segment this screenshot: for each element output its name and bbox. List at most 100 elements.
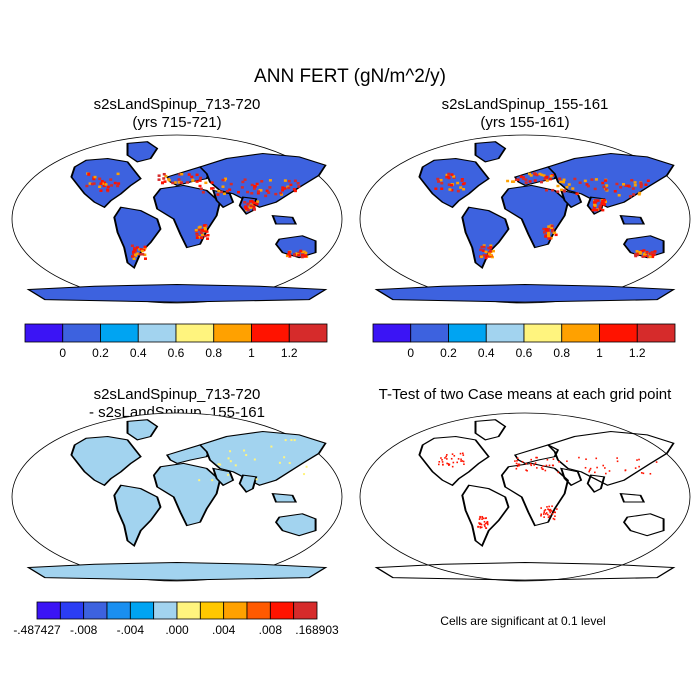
hotspot-cell (529, 174, 533, 177)
significant-cell (585, 458, 587, 461)
hotspot-cell (217, 189, 221, 193)
hotspot-cell (562, 190, 566, 193)
hotspot-cell (201, 228, 205, 232)
significant-cell (634, 467, 637, 469)
hotspot-cell (106, 185, 110, 189)
difference-cell (211, 479, 214, 482)
hotspot-cell (136, 246, 140, 249)
hotspot-cell (651, 255, 655, 259)
hotspot-cell (550, 224, 554, 228)
hotspot-cell (524, 181, 528, 184)
significant-cell (636, 459, 638, 461)
hotspot-cell (551, 229, 555, 233)
panel-3-map (12, 413, 342, 581)
figure-title: ANN FERT (gN/m^2/y) (254, 66, 446, 87)
hotspot-cell (533, 179, 537, 182)
significant-cell (534, 462, 537, 464)
hotspot-cell (226, 189, 230, 193)
hotspot-cell (265, 189, 269, 193)
hotspot-cell (571, 187, 575, 190)
hotspot-cell (593, 187, 597, 191)
significant-cell (548, 505, 550, 508)
hotspot-cell (556, 190, 560, 193)
hotspot-cell (299, 249, 303, 253)
hotspot-cell (446, 175, 450, 178)
hotspot-cell (590, 178, 594, 181)
hotspot-cell (250, 192, 254, 195)
significant-cell (545, 512, 548, 514)
hotspot-cell (288, 255, 292, 258)
hotspot-cell (567, 183, 571, 186)
significant-cell (460, 460, 462, 462)
hotspot-cell (482, 245, 486, 249)
hotspot-cell (136, 252, 140, 255)
hotspot-cell (598, 207, 602, 210)
significant-cell (536, 456, 538, 459)
colorbar-tick-label: -.487427 (13, 623, 61, 637)
significant-cell (517, 463, 520, 466)
hotspot-cell (274, 192, 278, 196)
hotspot-cell (551, 227, 555, 231)
significant-cell (638, 458, 640, 461)
significant-cell (486, 522, 489, 524)
panel-1-map (12, 135, 342, 303)
significant-cell (543, 510, 546, 512)
colorbar-swatch (175, 323, 215, 343)
colorbar-swatch (36, 601, 61, 620)
significant-cell (548, 508, 550, 511)
hotspot-cell (633, 184, 637, 187)
hotspot-cell (198, 179, 202, 182)
hotspot-cell (545, 175, 549, 179)
significant-cell (484, 522, 487, 525)
colorbar-swatch (448, 323, 487, 343)
significant-cell (552, 458, 555, 460)
colorbar-tick-label: 0.4 (478, 346, 495, 360)
hotspot-cell (281, 186, 285, 189)
significant-cell (460, 458, 462, 461)
hotspot-cell (229, 182, 233, 186)
panel-1-subtitle: (yrs 715-721) (132, 114, 221, 131)
significant-cell (446, 454, 448, 456)
hotspot-cell (634, 253, 638, 256)
hotspot-cell (516, 178, 520, 181)
colorbar-swatch (372, 323, 412, 343)
hotspot-cell (544, 235, 548, 238)
significant-cell (440, 457, 442, 459)
hotspot-cell (109, 178, 113, 181)
hotspot-cell (194, 228, 198, 232)
hotspot-cell (253, 185, 257, 188)
hotspot-cell (436, 177, 440, 181)
hotspot-cell (489, 244, 493, 247)
hotspot-cell (93, 175, 97, 179)
hotspot-cell (256, 191, 260, 195)
hotspot-cell (92, 182, 96, 185)
significant-cell (478, 522, 480, 524)
hotspot-cell (240, 186, 244, 189)
hotspot-cell (450, 188, 454, 192)
significant-cell (445, 455, 447, 458)
hotspot-cell (452, 175, 456, 178)
significant-cell (608, 470, 611, 472)
significant-cell (485, 522, 488, 524)
hotspot-cell (221, 185, 225, 188)
hotspot-cell (260, 180, 264, 183)
hotspot-cell (195, 180, 199, 183)
significant-cell (578, 456, 580, 459)
hotspot-cell (553, 231, 557, 235)
hotspot-cell (224, 177, 228, 181)
significant-cell (544, 513, 547, 515)
significant-cell (441, 459, 443, 461)
hotspot-cell (634, 254, 638, 258)
hotspot-cell (228, 188, 232, 192)
hotspot-cell (133, 248, 137, 252)
hotspot-cell (543, 177, 547, 181)
hotspot-cell (132, 257, 136, 260)
significant-cell (479, 516, 481, 519)
hotspot-cell (162, 177, 166, 180)
hotspot-cell (252, 208, 256, 211)
significant-cell (558, 460, 560, 463)
hotspot-cell (304, 254, 308, 258)
significant-cell (549, 508, 552, 511)
significant-cell (481, 518, 483, 520)
